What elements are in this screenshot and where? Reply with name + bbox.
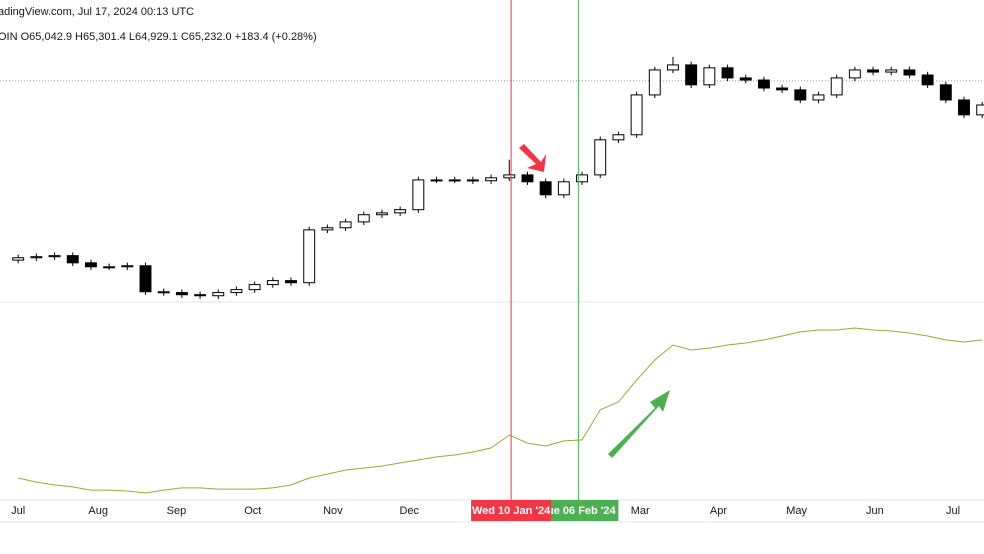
candle-body <box>266 280 279 286</box>
candle-body <box>939 84 952 101</box>
x-tick-label: Nov <box>323 505 343 517</box>
candle-body <box>412 179 425 211</box>
candle-body <box>466 179 479 182</box>
candle-body <box>921 74 934 86</box>
candle-body <box>357 214 370 223</box>
candle-body <box>339 221 352 229</box>
candle-body <box>48 255 61 258</box>
candle-body <box>448 179 461 182</box>
candle-body <box>557 181 570 196</box>
candle-body <box>958 99 970 116</box>
candle-body <box>84 262 97 268</box>
candle-body <box>630 94 643 136</box>
candle-body <box>667 64 679 71</box>
red-arrow <box>519 144 546 172</box>
candle-body <box>321 227 334 231</box>
candle-body <box>212 292 225 297</box>
x-tick-label: Dec <box>399 505 419 517</box>
marker-label: Tue 06 Feb '24 <box>541 505 616 517</box>
candle-body <box>594 139 607 176</box>
candle-body <box>139 265 152 293</box>
candle-body <box>12 257 25 261</box>
green-arrow <box>608 390 670 458</box>
candle-body <box>757 79 770 89</box>
candle-body <box>612 134 625 141</box>
candle-body <box>230 289 243 294</box>
candle-body <box>303 229 316 284</box>
candle-body <box>576 174 588 183</box>
candle-body <box>539 181 552 196</box>
candle-body <box>248 284 261 291</box>
candle-body <box>830 77 843 96</box>
x-tick-label: May <box>786 505 807 517</box>
candle-body <box>485 177 498 182</box>
candle-body <box>521 174 534 183</box>
candle-body <box>867 69 880 73</box>
candle-body <box>394 209 407 214</box>
candle-body <box>776 87 789 91</box>
candle-body <box>30 256 43 259</box>
indicator-line <box>18 327 983 494</box>
candle-body <box>157 291 170 294</box>
candle-body <box>430 179 443 182</box>
candle-body <box>194 294 207 297</box>
x-tick-label: Aug <box>88 505 108 517</box>
candle-body <box>703 67 716 86</box>
marker-label-box <box>538 500 619 521</box>
candle-body <box>739 77 752 81</box>
x-tick-label: Jul <box>946 505 960 517</box>
candle-body <box>812 94 825 101</box>
candle-body <box>848 69 861 79</box>
candle-body <box>685 64 698 86</box>
marker-label-box <box>471 500 552 521</box>
marker-label: Wed 10 Jan '24 <box>472 505 551 517</box>
candle-body <box>175 292 188 296</box>
candle-body <box>976 104 984 116</box>
candle-body <box>376 212 388 216</box>
candle-body <box>903 69 916 76</box>
candle-body <box>885 69 898 73</box>
candle-body <box>794 89 807 101</box>
source-line: adingView.com, Jul 17, 2024 00:13 UTC <box>0 6 194 18</box>
x-tick-label: Mar <box>631 505 650 517</box>
candle-body <box>285 280 297 284</box>
candle-body <box>721 67 734 79</box>
candle-body <box>66 255 79 264</box>
ohlc-legend: OIN O65,042.9 H65,301.4 L64,929.1 C65,23… <box>0 31 317 43</box>
x-tick-label: Jun <box>866 505 884 517</box>
x-tick-label: Sep <box>167 505 187 517</box>
x-tick-label: Oct <box>244 505 261 517</box>
candle-body <box>103 266 116 269</box>
candle-body <box>648 69 661 96</box>
candle-body <box>121 265 134 268</box>
candle-body <box>503 174 516 179</box>
x-tick-label: Apr <box>710 505 727 517</box>
x-tick-label: Jul <box>11 505 25 517</box>
